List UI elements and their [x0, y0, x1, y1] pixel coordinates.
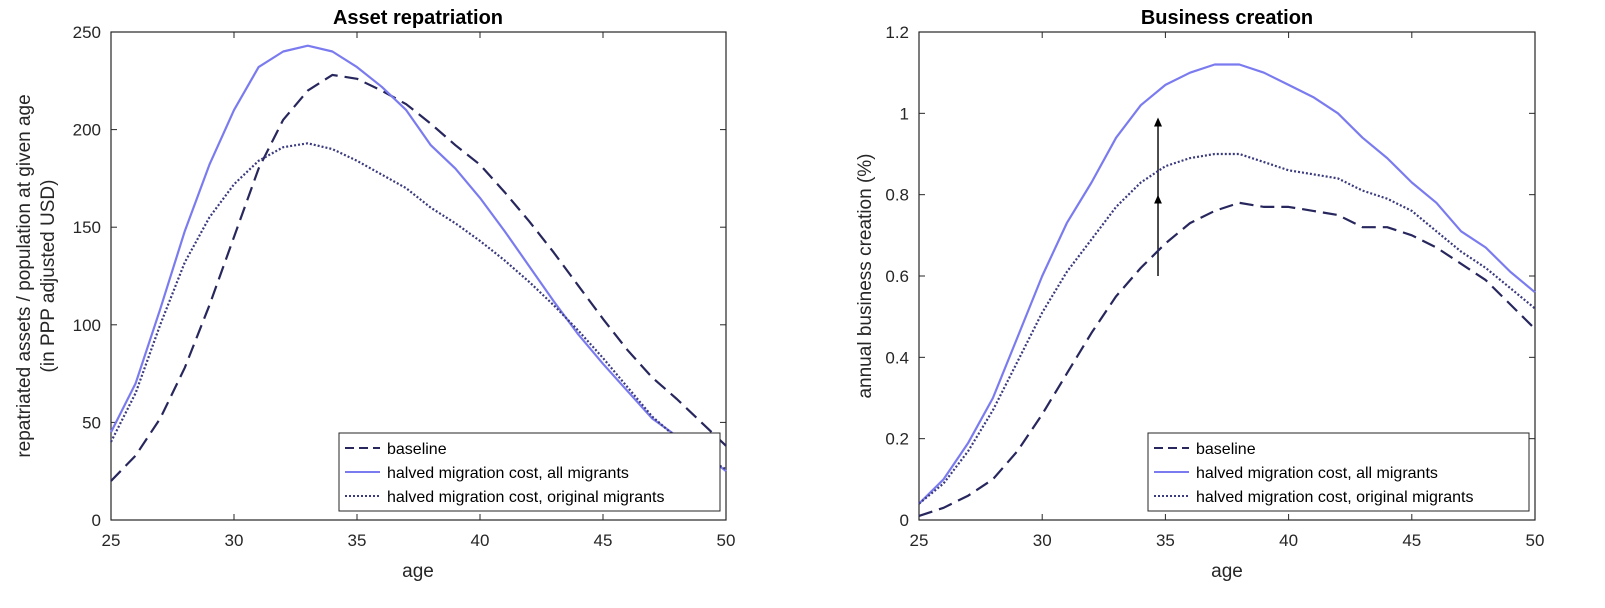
chart-title: Asset repatriation	[333, 7, 503, 29]
series-line-solid	[110, 44, 727, 473]
asset-repatriation-chart: Asset repatriation 25 30 35 40 45 50 0 50 100 15…	[14, 7, 735, 582]
series-line-solid	[918, 63, 1536, 505]
series-line-dotted	[110, 142, 727, 471]
x-tick-label: 25	[102, 531, 121, 550]
y-tick-label: 1	[900, 104, 909, 123]
x-tick-label: 25	[910, 531, 929, 550]
legend-label-all-migrants: halved migration cost, all migrants	[387, 465, 629, 482]
y-ticks: 0 0.2 0.4 0.6 0.8 1 1.2	[885, 23, 1535, 530]
y-axis-label-line-1: repatriated assets / population at given…	[14, 94, 35, 457]
y-axis-label-line-2: (in PPP adjusted USD)	[38, 180, 59, 373]
x-tick-label: 35	[348, 531, 367, 550]
y-tick-label: 0.4	[885, 348, 909, 367]
x-tick-label: 30	[1033, 531, 1052, 550]
series-line-dashed	[110, 73, 727, 482]
y-tick-label: 1.2	[885, 23, 909, 42]
y-tick-label: 250	[73, 23, 101, 42]
y-tick-label: 100	[73, 316, 101, 335]
x-ticks: 25 30 35 40 45 50	[910, 32, 1545, 550]
y-tick-label: 0	[900, 511, 909, 530]
x-tick-label: 30	[225, 531, 244, 550]
y-tick-label: 200	[73, 121, 101, 140]
legend-label-original-migrants: halved migration cost, original migrants	[1196, 489, 1473, 506]
y-tick-label: 50	[82, 413, 101, 432]
series-group	[110, 44, 727, 482]
x-tick-label: 35	[1156, 531, 1175, 550]
x-axis-label: age	[402, 561, 434, 582]
x-ticks: 25 30 35 40 45 50	[102, 32, 736, 550]
x-tick-label: 40	[471, 531, 490, 550]
series-line-dashed	[918, 201, 1536, 517]
x-tick-label: 50	[717, 531, 736, 550]
x-tick-label: 50	[1526, 531, 1545, 550]
legend-label-all-migrants: halved migration cost, all migrants	[1196, 465, 1438, 482]
x-tick-label: 45	[594, 531, 613, 550]
x-tick-label: 45	[1402, 531, 1421, 550]
legend-box	[338, 432, 721, 512]
legend-label-baseline: baseline	[387, 441, 447, 458]
x-axis-label: age	[1211, 561, 1243, 582]
y-ticks: 0 50 100 150 200 250	[73, 23, 726, 530]
y-axis-label: annual business creation (%)	[855, 153, 876, 398]
series-line-dotted	[918, 152, 1536, 505]
y-tick-label: 0	[92, 511, 101, 530]
legend-label-original-migrants: halved migration cost, original migrants	[387, 489, 664, 506]
y-tick-label: 150	[73, 218, 101, 237]
y-tick-label: 0.8	[885, 186, 909, 205]
legend-label-baseline: baseline	[1196, 441, 1256, 458]
chart-title: Business creation	[1141, 7, 1313, 29]
series-group	[918, 63, 1536, 517]
legend: baseline halved migration cost, all migr…	[1147, 432, 1530, 512]
business-creation-chart: Business creation 25 30 35 40 45 50 0 0.2 0.4 0.…	[855, 7, 1544, 582]
legend-box	[1147, 432, 1530, 512]
y-tick-label: 0.6	[885, 267, 909, 286]
x-tick-label: 40	[1279, 531, 1298, 550]
legend: baseline halved migration cost, all migr…	[338, 432, 721, 512]
y-tick-label: 0.2	[885, 430, 909, 449]
